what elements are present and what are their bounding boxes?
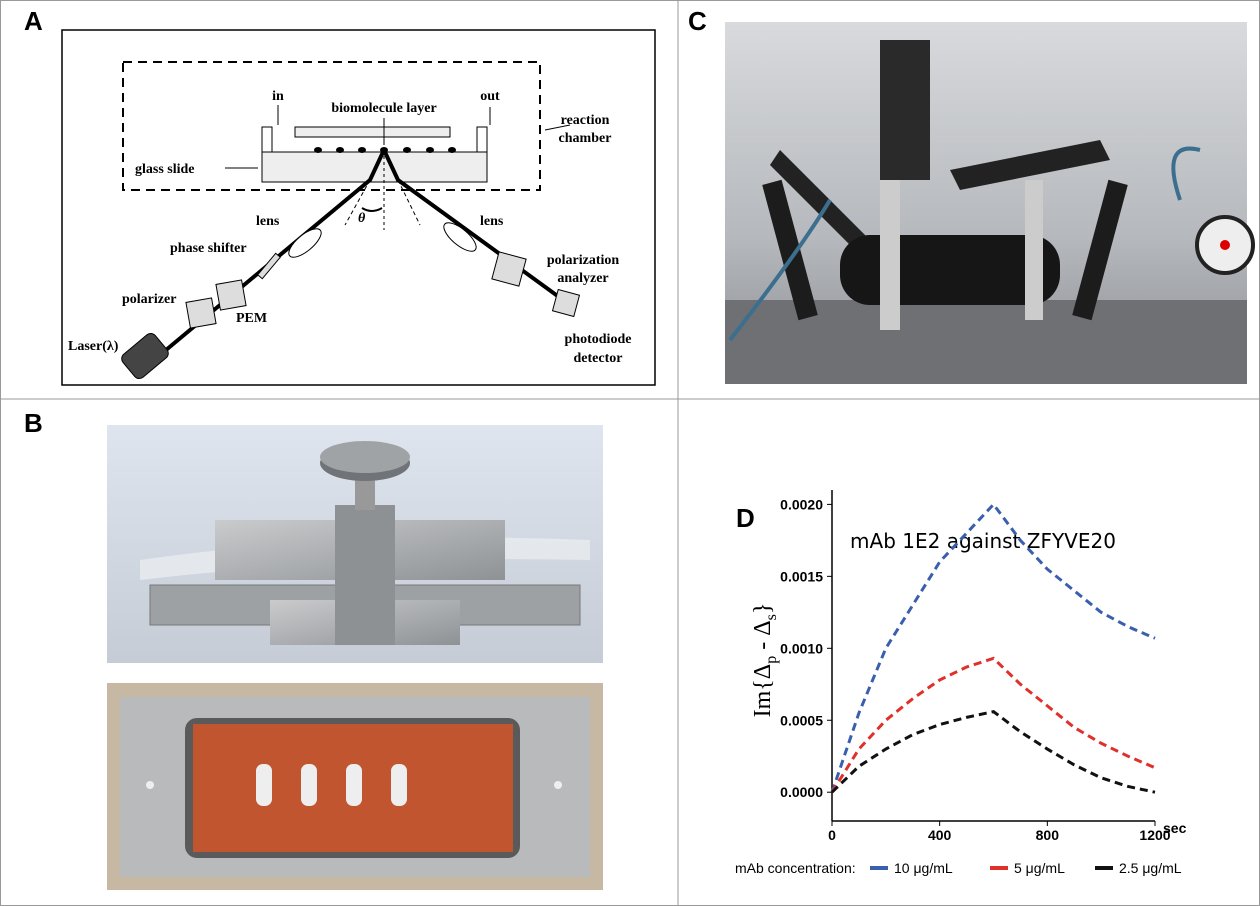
legend-title: mAb concentration:	[735, 860, 856, 876]
diagram-label: biomolecule layer	[331, 101, 436, 116]
y-tick-label: 0.0000	[780, 784, 823, 800]
x-tick-label: 400	[928, 827, 952, 843]
diagram-label: Laser(λ)	[68, 339, 119, 354]
page: A B C D in biomolecule layer out reactio…	[0, 0, 1260, 906]
diagram-label: PEM	[236, 311, 267, 326]
diagram-label: lens	[480, 214, 504, 229]
diagram-label: in	[272, 89, 284, 104]
diagram-label: photodiode	[565, 332, 632, 347]
diagram-label: out	[480, 89, 500, 104]
photo	[107, 425, 603, 890]
diagram-label: θ	[358, 211, 366, 226]
y-tick-label: 0.0005	[780, 712, 823, 728]
panel-label: A	[24, 6, 43, 36]
series-line	[832, 712, 1155, 793]
legend-label: 5 μg/mL	[1014, 860, 1065, 876]
photo	[725, 22, 1253, 384]
x-tick-label: 0	[828, 827, 836, 843]
diagram-label: glass slide	[135, 162, 195, 177]
diagram-label: detector	[574, 351, 623, 366]
y-tick-label: 0.0010	[780, 640, 823, 656]
chart-title: mAb 1E2 against ZFYVE20	[850, 529, 1116, 553]
diagram-label: chamber	[559, 131, 612, 146]
y-label-part: - Δ	[750, 620, 776, 655]
panel-label: B	[24, 408, 43, 438]
x-tick-label: 800	[1036, 827, 1060, 843]
y-label-part: Im{Δ	[750, 664, 776, 718]
legend-label: 2.5 μg/mL	[1119, 860, 1182, 876]
panel-label: D	[736, 503, 755, 533]
diagram-label: lens	[256, 214, 280, 229]
x-tick-label: 1200	[1139, 827, 1170, 843]
diagram-label: polarizer	[122, 292, 176, 307]
y-tick-label: 0.0020	[780, 496, 823, 512]
figure: A B C D in biomolecule layer out reactio…	[0, 0, 1260, 906]
diagram-label: analyzer	[557, 271, 608, 286]
series-line	[832, 658, 1155, 792]
diagram-label: reaction	[561, 113, 610, 128]
chart: mAb 1E2 against ZFYVE20 sec mAb concentr…	[735, 490, 1187, 876]
y-tick-label: 0.0015	[780, 568, 823, 584]
y-label-part: }	[750, 603, 776, 615]
panel-label: C	[688, 6, 707, 36]
diagram: in biomolecule layer out reaction chambe…	[62, 30, 655, 385]
legend-label: 10 μg/mL	[894, 860, 953, 876]
y-axis-label: Im{Δp - Δs}	[750, 603, 780, 718]
y-label-part: p	[763, 656, 780, 664]
diagram-label: polarization	[547, 253, 620, 268]
diagram-label: phase shifter	[170, 241, 247, 256]
